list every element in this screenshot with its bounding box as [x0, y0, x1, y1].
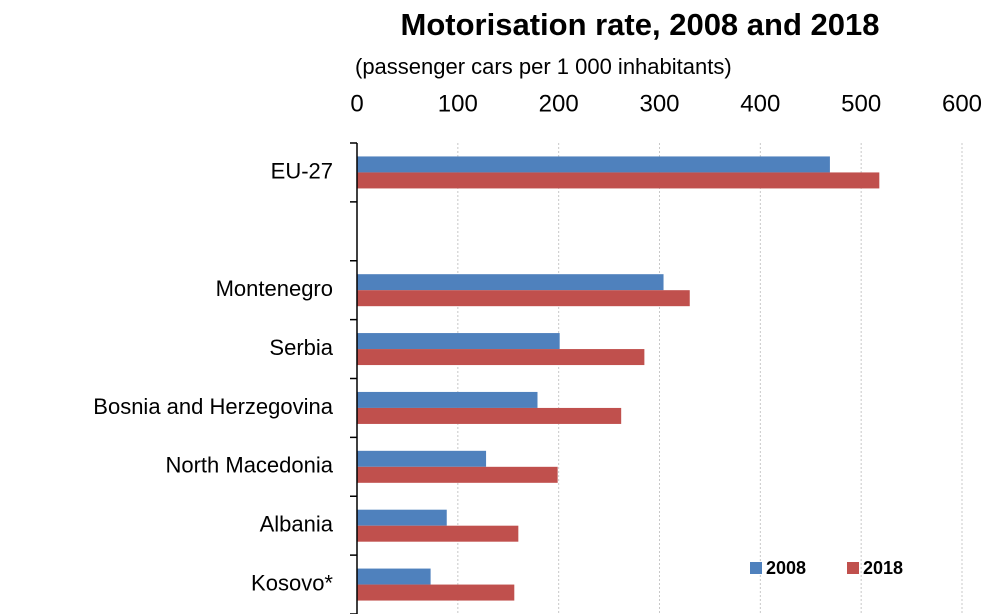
chart-title: Motorisation rate, 2008 and 2018 [401, 7, 880, 42]
y-tick-label: North Macedonia [165, 453, 333, 478]
x-tick-label: 300 [639, 90, 679, 117]
bar [357, 450, 487, 467]
bar [357, 274, 664, 291]
y-tick-label: Bosnia and Herzegovina [93, 394, 333, 419]
y-tick-label: Kosovo* [251, 570, 333, 595]
y-tick-label: Montenegro [216, 276, 333, 301]
bar [357, 349, 645, 366]
bar [357, 172, 880, 189]
legend-swatch [750, 562, 762, 574]
bar [357, 568, 431, 585]
x-tick-label: 500 [841, 90, 881, 117]
chart-subtitle: (passenger cars per 1 000 inhabitants) [355, 54, 732, 79]
bar [357, 407, 622, 424]
x-tick-label: 100 [438, 90, 478, 117]
bar [357, 156, 830, 173]
x-tick-label: 600 [942, 90, 982, 117]
y-tick-label: Serbia [269, 335, 333, 360]
x-tick-label: 0 [350, 90, 363, 117]
bar [357, 290, 690, 307]
legend-swatch [847, 562, 859, 574]
x-tick-label: 200 [539, 90, 579, 117]
bar [357, 391, 538, 408]
bar [357, 584, 515, 601]
y-tick-label: EU-27 [271, 158, 333, 183]
bar [357, 509, 447, 526]
legend-label: 2008 [766, 558, 806, 578]
legend-label: 2018 [863, 558, 903, 578]
bar [357, 466, 558, 483]
x-tick-label: 400 [740, 90, 780, 117]
bar [357, 333, 560, 350]
y-tick-label: Albania [260, 512, 334, 537]
bar [357, 525, 519, 542]
